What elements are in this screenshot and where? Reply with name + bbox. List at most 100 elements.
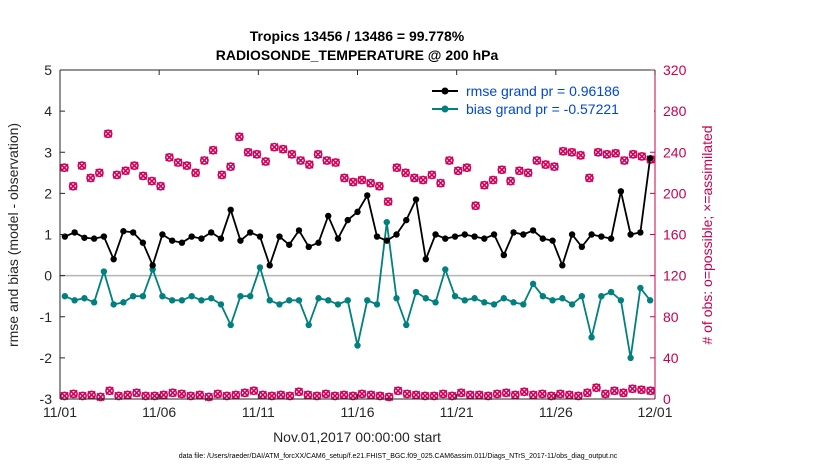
rmse-point-55 <box>598 233 605 240</box>
legend-rmse-text: rmse grand pr = 0.96186 <box>466 83 620 99</box>
bias-point-15 <box>207 295 215 302</box>
obs-possible-marker-o-37 <box>383 197 393 206</box>
obs-assimilated-marker-o-54 <box>546 391 556 401</box>
obs-possible-marker-x-65 <box>628 150 638 159</box>
bias-point-21 <box>266 297 273 304</box>
rmse-point-36 <box>412 196 420 203</box>
obs-possible-marker-x-30 <box>322 156 332 165</box>
y-tick-label-7: 4 <box>44 103 52 119</box>
bias-point-48 <box>529 280 537 288</box>
y-tick-label-1: -2 <box>40 350 53 366</box>
obs-assimilated-marker-o-28 <box>312 391 322 401</box>
obs-assimilated-marker-o-10 <box>150 391 160 401</box>
obs-assimilated-marker-x-60 <box>601 389 610 399</box>
obs-assimilated-marker-o-46 <box>474 390 484 400</box>
obs-possible-marker-x-48 <box>480 180 489 190</box>
obs-assimilated-marker-x-39 <box>411 390 421 400</box>
obs-possible-marker-o-46 <box>462 163 472 173</box>
obs-assimilated-marker-x-59 <box>592 383 601 392</box>
obs-assimilated-marker-o-1 <box>69 389 78 399</box>
obs-assimilated-marker-x-9 <box>141 391 150 401</box>
obs-possible-marker-o-8 <box>129 161 139 171</box>
obs-possible-marker-o-48 <box>479 180 489 190</box>
obs-assimilated-marker-o-26 <box>294 387 304 397</box>
obs-assimilated-marker-o-50 <box>510 390 520 400</box>
obs-possible-marker-o-34 <box>357 175 367 185</box>
obs-possible-marker-o-55 <box>541 160 551 169</box>
obs-possible-marker-o-45 <box>453 166 463 176</box>
bias-point-37 <box>422 295 429 302</box>
obs-assimilated-marker-x-22 <box>258 390 268 400</box>
obs-possible-marker-o-29 <box>313 149 323 159</box>
rmse-point-58 <box>627 231 634 238</box>
obs-possible-marker-x-4 <box>95 168 104 177</box>
obs-possible-marker-x-46 <box>462 163 472 172</box>
y-axis-label: rmse and bias (model - observation) <box>5 123 21 347</box>
obs-possible-marker-x-3 <box>86 173 95 183</box>
obs-assimilated-marker-x-10 <box>150 391 159 401</box>
obs-assimilated-marker-x-45 <box>466 390 475 400</box>
obs-possible-marker-o-44 <box>444 156 454 165</box>
obs-assimilated-marker-x-20 <box>240 388 249 397</box>
obs-assimilated-marker-o-34 <box>366 390 376 400</box>
obs-possible-marker-o-62 <box>602 149 612 159</box>
obs-assimilated-marker-x-26 <box>294 387 304 396</box>
obs-assimilated-marker-o-23 <box>267 391 277 401</box>
bias-point-24 <box>295 297 303 304</box>
bias-point-38 <box>432 299 439 306</box>
obs-assimilated-marker-o-38 <box>402 389 412 399</box>
obs-possible-marker-o-10 <box>147 176 157 186</box>
obs-assimilated-marker-x-23 <box>267 391 277 401</box>
obs-assimilated-marker-x-21 <box>249 386 258 395</box>
chart-title: Tropics 13456 / 13486 = 99.778% <box>250 28 465 44</box>
obs-possible-marker-x-50 <box>497 165 507 174</box>
bias-point-50 <box>549 297 556 304</box>
obs-possible-marker-x-32 <box>340 173 349 183</box>
obs-possible-marker-x-27 <box>296 156 305 165</box>
obs-possible-marker-o-41 <box>418 175 428 185</box>
obs-possible-marker-x-5 <box>103 129 113 138</box>
bias-point-4 <box>100 268 108 275</box>
obs-assimilated-marker-x-24 <box>276 390 286 400</box>
obs-assimilated-marker-o-0 <box>60 391 69 401</box>
obs-assimilated-marker-o-31 <box>339 390 349 400</box>
bias-point-41 <box>461 297 468 304</box>
obs-possible-marker-o-24 <box>269 142 279 152</box>
rmse-point-52 <box>568 231 576 238</box>
obs-possible-marker-x-64 <box>620 156 629 165</box>
legend-box <box>418 77 654 121</box>
bias-point-11 <box>168 297 176 304</box>
obs-possible-marker-x-52 <box>515 166 524 175</box>
obs-assimilated-marker-o-3 <box>87 390 96 400</box>
rmse-point-18 <box>237 237 244 244</box>
y-tick-label-2: -1 <box>40 309 53 325</box>
obs-possible-marker-x-51 <box>506 176 515 186</box>
obs-assimilated-marker-x-55 <box>556 389 565 399</box>
obs-assimilated-marker-x-35 <box>375 391 385 401</box>
rmse-point-11 <box>168 237 176 244</box>
obs-possible-marker-o-33 <box>348 177 358 187</box>
obs-possible-marker-x-16 <box>200 156 209 165</box>
rmse-point-16 <box>217 235 225 242</box>
rmse-point-34 <box>393 231 400 238</box>
y2-tick-label-2: 80 <box>663 309 679 325</box>
obs-assimilated-marker-o-29 <box>321 389 331 399</box>
rmse-point-28 <box>334 235 342 242</box>
rmse-point-57 <box>617 188 625 195</box>
bias-point-53 <box>578 292 586 300</box>
obs-possible-marker-o-50 <box>497 165 507 175</box>
obs-possible-marker-o-12 <box>164 152 174 162</box>
obs-assimilated-marker-x-49 <box>502 388 511 397</box>
obs-possible-marker-o-19 <box>226 162 236 172</box>
bias-point-32 <box>373 301 381 308</box>
obs-possible-marker-o-65 <box>628 149 638 159</box>
obs-possible-marker-o-15 <box>191 168 201 178</box>
obs-possible-marker-o-38 <box>392 163 402 173</box>
obs-possible-marker-o-57 <box>558 146 568 156</box>
rmse-point-60 <box>646 155 654 162</box>
obs-possible-marker-x-7 <box>121 166 130 175</box>
bias-point-56 <box>607 288 615 296</box>
rmse-point-37 <box>422 255 429 263</box>
rmse-point-53 <box>578 243 586 251</box>
obs-assimilated-marker-x-7 <box>123 390 132 400</box>
